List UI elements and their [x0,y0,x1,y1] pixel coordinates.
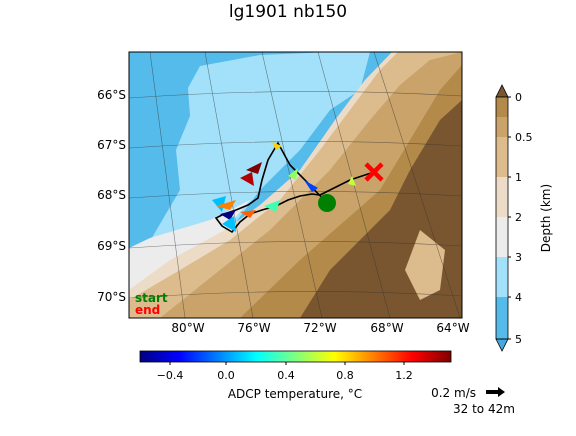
depth-tick: 1 [515,171,522,184]
adcp-arrow [212,196,226,212]
graticule [129,52,462,318]
lat-label: 66°S [97,88,126,102]
temp-tick: −0.4 [157,369,184,382]
lon-label: 72°W [303,321,336,335]
depth-tick: 0 [515,91,522,104]
lat-labels: 66°S 67°S 68°S 69°S 70°S [97,88,126,304]
adcp-arrow [288,168,298,180]
map-frame [128,51,463,319]
depth-tick: 5 [515,333,522,346]
depth-colorbar: 0 0.5 1 2 3 4 5 Depth (km) [495,84,553,352]
adcp-arrow [348,176,356,186]
adcp-arrow [272,142,282,150]
lon-label: 64°W [436,321,469,335]
depth-colorbar-label: Depth (km) [539,184,553,252]
lat-label: 70°S [97,290,126,304]
start-marker [318,194,336,212]
scale-depth-range: 32 to 42m [453,402,515,416]
map-panel: start end [129,52,462,318]
colorbar-top-extend [495,84,509,98]
bank-light [405,230,445,300]
lat-label: 68°S [97,188,126,202]
adcp-arrow [304,180,318,192]
depth-tick: 2 [515,211,522,224]
temp-tick: 0.4 [277,369,295,382]
lon-labels: 80°W 76°W 72°W 68°W 64°W [171,321,469,335]
temp-tick: 1.2 [395,369,413,382]
depth-tick: 0.5 [515,131,533,144]
adcp-arrow [240,210,256,218]
adcp-arrow [222,216,236,232]
lon-label: 68°W [370,321,403,335]
lat-label: 67°S [97,138,126,152]
lon-label: 80°W [171,321,204,335]
legend-start: start [135,291,168,305]
end-marker [364,162,384,182]
temperature-colorbar: −0.4 0.0 0.4 0.8 1.2 ADCP temperature, °… [139,350,452,401]
adcp-arrow [220,210,236,220]
depth-tick: 3 [515,251,522,264]
adcp-arrows [212,142,356,232]
glider-track [214,141,375,234]
scale-arrow-icon [486,387,505,397]
adcp-arrow [216,200,236,210]
adcp-arrow [264,200,280,212]
lon-label: 76°W [237,321,270,335]
adcp-arrow [240,172,254,186]
lat-label: 69°S [97,239,126,253]
figure-title: lg1901 nb150 [229,2,347,22]
slope-1-2km [129,52,410,318]
colorbar-bottom-extend [495,338,509,352]
adcp-arrow [246,162,262,174]
temp-colorbar-label: ADCP temperature, °C [228,387,362,401]
depth-tick: 4 [515,291,522,304]
temp-tick: 0.0 [217,369,235,382]
temp-tick: 0.8 [336,369,354,382]
velocity-scale: 0.2 m/s 32 to 42m [431,386,515,416]
scale-speed-label: 0.2 m/s [431,386,476,400]
legend-end: end [135,303,160,317]
